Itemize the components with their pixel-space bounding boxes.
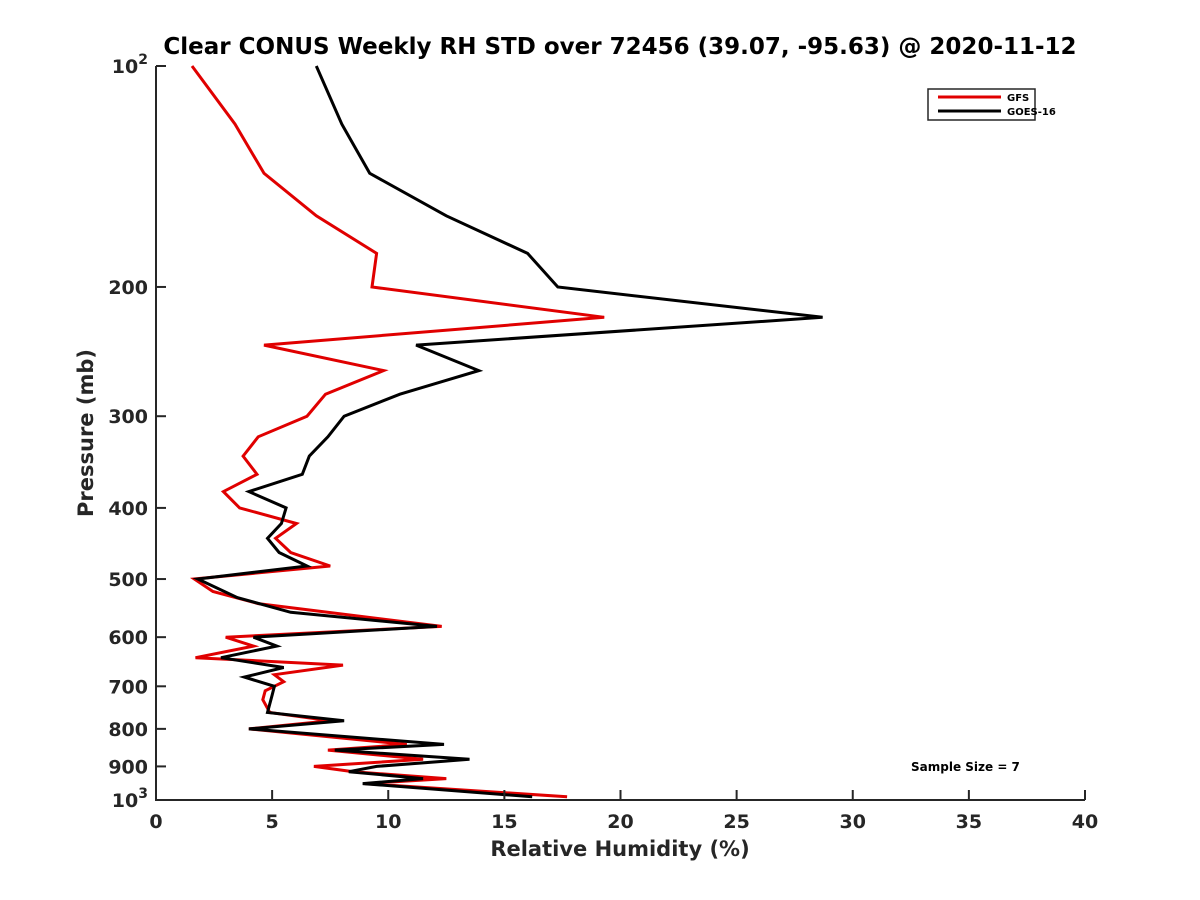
y-tick-label: 300 bbox=[108, 406, 148, 428]
series-line-gfs bbox=[189, 65, 605, 799]
y-tick-label: 500 bbox=[108, 569, 148, 591]
x-tick-label: 40 bbox=[1072, 811, 1098, 833]
y-axis-ticks: 102 200 300 400 500 600 700 800 900 103 bbox=[108, 52, 166, 812]
x-tick-label: 35 bbox=[956, 811, 982, 833]
x-axis-label: Relative Humidity (%) bbox=[490, 837, 749, 861]
sample-size-annotation: Sample Size = 7 bbox=[911, 760, 1020, 774]
y-tick-label: 102 bbox=[112, 52, 148, 78]
y-tick-label: 700 bbox=[108, 676, 148, 698]
y-tick-label: 400 bbox=[108, 498, 148, 520]
y-tick-label: 800 bbox=[108, 719, 148, 741]
legend-label-gfs: GFS bbox=[1007, 93, 1029, 104]
series-layer bbox=[189, 65, 823, 799]
y-tick-label: 900 bbox=[108, 756, 148, 778]
legend: GFS GOES-16 bbox=[927, 88, 1056, 121]
x-tick-label: 5 bbox=[266, 811, 279, 833]
y-tick-label: 200 bbox=[108, 277, 148, 299]
x-tick-label: 25 bbox=[723, 811, 749, 833]
legend-box bbox=[927, 88, 1036, 121]
series-line-goes16 bbox=[192, 65, 823, 799]
legend-label-goes16: GOES-16 bbox=[1007, 107, 1056, 118]
x-tick-label: 0 bbox=[149, 811, 162, 833]
y-tick-label: 103 bbox=[112, 786, 148, 812]
x-tick-label: 10 bbox=[375, 811, 401, 833]
y-axis-label: Pressure (mb) bbox=[74, 349, 98, 517]
x-tick-label: 15 bbox=[491, 811, 517, 833]
plot-area: 0 5 10 15 20 25 30 35 40 102 200 300 400 500 600 700 80… bbox=[108, 52, 1098, 833]
x-tick-label: 20 bbox=[607, 811, 633, 833]
x-tick-label: 30 bbox=[840, 811, 866, 833]
y-tick-label: 600 bbox=[108, 627, 148, 649]
x-axis-ticks: 0 5 10 15 20 25 30 35 40 bbox=[149, 790, 1098, 833]
chart-title: Clear CONUS Weekly RH STD over 72456 (39… bbox=[163, 34, 1076, 60]
